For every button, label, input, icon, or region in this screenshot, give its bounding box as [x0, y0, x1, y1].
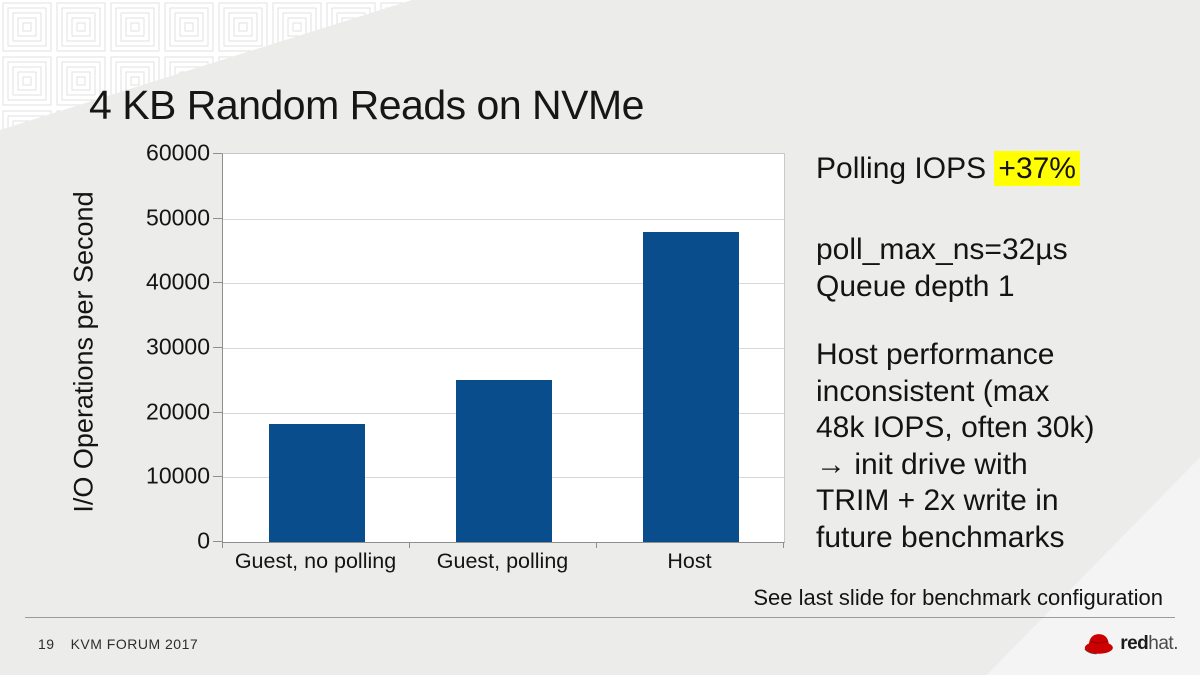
y-tick-label: 10000 — [146, 462, 210, 489]
y-tick-mark — [213, 476, 222, 478]
logo-word-hat: hat. — [1148, 632, 1178, 654]
gridline — [223, 218, 784, 220]
param-queue-depth: Queue depth 1 — [816, 270, 1015, 303]
page-number: 19 — [38, 636, 55, 652]
param-poll-max-ns: poll_max_ns=32µs — [816, 233, 1068, 266]
x-axis-tick-marks — [222, 542, 785, 549]
footer-text: KVM FORUM 2017 — [70, 636, 199, 652]
y-axis-tick-labels: 0 10000 20000 30000 40000 50000 60000 — [100, 140, 210, 554]
gridline — [223, 348, 784, 349]
y-tick-label: 60000 — [146, 139, 210, 166]
redhat-hat-icon — [1084, 634, 1114, 655]
y-axis-tick-marks — [213, 153, 222, 542]
x-tick-mark — [222, 542, 223, 548]
polling-iops-highlight: +37% — [994, 151, 1080, 186]
y-tick-label: 20000 — [146, 398, 210, 425]
bar-guest-no-polling — [268, 424, 365, 542]
x-axis-category-labels: Guest, no polling Guest, polling Host — [222, 549, 785, 575]
benchmark-params-note: poll_max_ns=32µs Queue depth 1 — [816, 231, 1068, 305]
x-category-label: Host — [667, 549, 712, 573]
plot-area — [222, 153, 785, 543]
footer-divider — [25, 617, 1175, 618]
slide-title: 4 KB Random Reads on NVMe — [89, 82, 644, 128]
y-tick-mark — [213, 411, 222, 413]
y-tick-label: 40000 — [146, 268, 210, 295]
polling-iops-note: Polling IOPS +37% — [816, 151, 1080, 186]
x-category-label: Guest, no polling — [234, 549, 397, 573]
x-tick-mark — [783, 542, 784, 548]
y-tick-mark — [213, 541, 222, 542]
bar-host — [642, 231, 739, 542]
redhat-logo-wordmark: redhat. — [1120, 633, 1178, 655]
polling-iops-prefix: Polling IOPS — [816, 152, 995, 185]
logo-word-red: red — [1120, 632, 1149, 654]
y-tick-mark — [213, 347, 222, 348]
y-axis-title: I/O Operations per Second — [68, 191, 99, 513]
bar-guest-polling — [455, 379, 552, 542]
gridline — [223, 283, 784, 285]
y-tick-label: 0 — [197, 527, 210, 554]
y-tick-mark — [213, 217, 222, 219]
host-performance-note: Host performance inconsistent (max 48k I… — [816, 338, 1095, 554]
benchmark-config-footnote: See last slide for benchmark configurati… — [753, 585, 1163, 610]
x-tick-mark — [596, 542, 597, 548]
y-tick-label: 50000 — [146, 204, 210, 231]
footer: 19 KVM FORUM 2017 — [38, 636, 198, 652]
redhat-logo: redhat. — [1081, 631, 1178, 656]
y-tick-label: 30000 — [146, 333, 210, 360]
x-category-label: Guest, polling — [436, 549, 569, 573]
y-tick-mark — [213, 282, 222, 284]
y-tick-mark — [213, 153, 222, 154]
x-tick-mark — [409, 542, 410, 548]
